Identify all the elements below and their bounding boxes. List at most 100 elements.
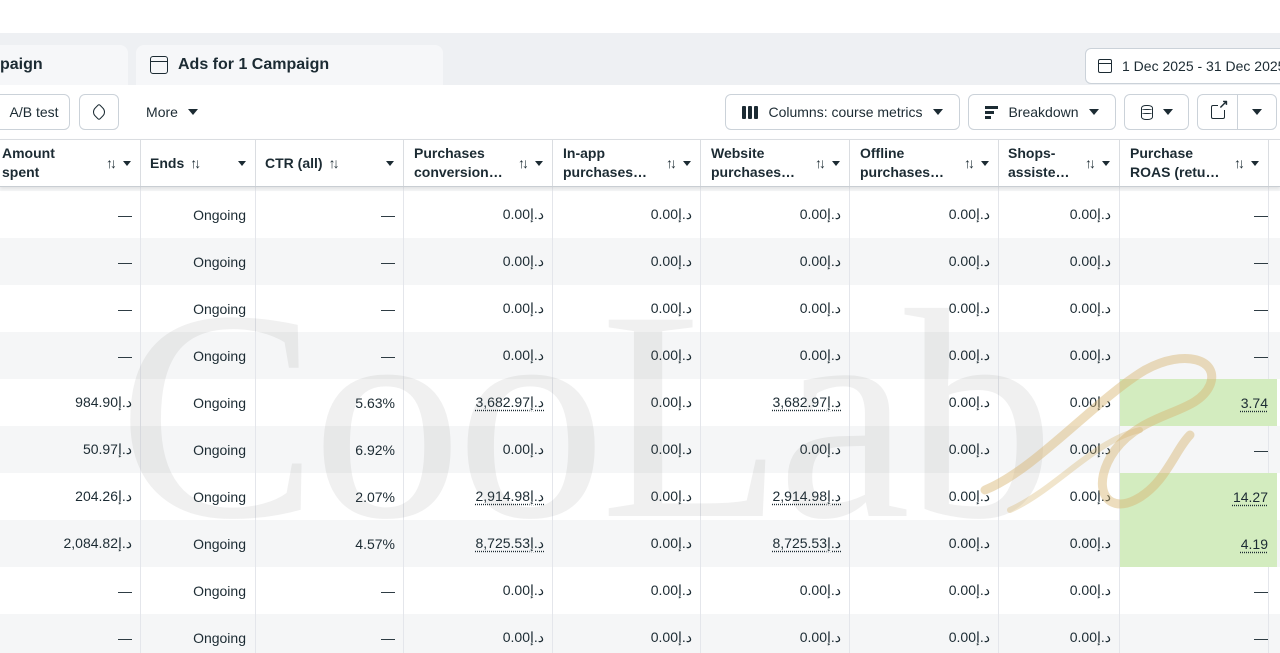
column-header-offline-purchases[interactable]: Offline purchases… ↑↓ [850,140,999,186]
chevron-down-icon [933,109,943,115]
columns-button[interactable]: Columns: course metrics [725,94,960,130]
column-header-shops-assisted[interactable]: Shops- assiste… ↑↓ [999,140,1120,186]
cell-value: 0.00د.إ [949,582,990,599]
cell-purchases-conversion[interactable]: 8,725.53د.إ [404,520,553,567]
sort-icon[interactable]: ↑↓ [1085,154,1093,173]
cell-value: — [1254,583,1268,599]
cell-value: — [1254,630,1268,646]
column-header-ends[interactable]: Ends ↑↓ [141,140,256,186]
cell-purchases-conversion: 0.00د.إ [404,332,553,379]
column-menu-icon[interactable] [386,161,394,166]
tag-button[interactable] [79,94,119,130]
cell-value: — [1254,348,1268,364]
sort-icon[interactable]: ↑↓ [815,154,823,173]
column-header-ctr[interactable]: CTR (all) ↑↓ [256,140,404,186]
cell-website-purchases[interactable]: 3,682.97د.إ [701,379,850,426]
cell-in-app-purchases: 0.00د.إ [553,285,701,332]
cell-purchase-roas[interactable]: 4.19 [1120,520,1277,567]
more-button[interactable]: More [130,94,214,130]
table-row[interactable]: — Ongoing — 0.00د.إ 0.00د.إ 0.00د.إ 0.00د.إ 0.0… [0,332,1280,379]
cell-value: 0.00د.إ [1070,347,1111,364]
cell-purchases-conversion[interactable]: 2,914.98د.إ [404,473,553,520]
cell-website-purchases[interactable]: 8,725.53د.إ [701,520,850,567]
cell-website-purchases: 0.00د.إ [701,238,850,285]
column-header-label: Purchase ROAS (retu… [1130,144,1219,182]
cell-value: 2,914.98د.إ [475,488,544,505]
table-row[interactable]: — Ongoing — 0.00د.إ 0.00د.إ 0.00د.إ 0.00د.إ 0.0… [0,285,1280,332]
cell-value: 0.00د.إ [503,253,544,270]
cell-value: 0.00د.إ [949,535,990,552]
sort-icon[interactable]: ↑↓ [964,154,972,173]
table-row[interactable]: — Ongoing — 0.00د.إ 0.00د.إ 0.00د.إ 0.00د.إ 0.0… [0,238,1280,285]
column-header-in-app-purchases[interactable]: In-app purchases… ↑↓ [553,140,701,186]
sort-icon[interactable]: ↑↓ [1234,154,1242,173]
cell-purchases-conversion: 0.00د.إ [404,285,553,332]
tag-icon [91,104,108,121]
reports-button[interactable] [1124,94,1189,130]
cell-value: 0.00د.إ [1070,206,1111,223]
cell-in-app-purchases: 0.00د.إ [553,238,701,285]
cell-value: 0.00د.إ [1070,253,1111,270]
tab-ads[interactable]: Ads for 1 Campaign [136,45,443,85]
table-row[interactable]: — Ongoing — 0.00د.إ 0.00د.إ 0.00د.إ 0.00د.إ 0.0… [0,567,1280,614]
table-row[interactable]: 2,084.82د.إ Ongoing 4.57% 8,725.53د.إ 0.00د.… [0,520,1280,567]
column-header-purchase-roas[interactable]: Purchase ROAS (retu… ↑↓ [1120,140,1269,186]
table-row[interactable]: 50.97د.إ Ongoing 6.92% 0.00د.إ 0.00د.إ 0.00د.… [0,426,1280,473]
column-header-purchases-conversion[interactable]: Purchases conversion… ↑↓ [404,140,553,186]
breakdown-button[interactable]: Breakdown [968,94,1116,130]
column-menu-icon[interactable] [1102,161,1110,166]
column-menu-icon[interactable] [123,161,131,166]
export-button[interactable] [1197,94,1238,130]
cell-purchases-conversion: 0.00د.إ [404,426,553,473]
tab-campaigns[interactable]: paign [0,45,128,85]
cell-value: 0.00د.إ [503,441,544,458]
column-header-next[interactable] [1269,140,1280,186]
cell-offline-purchases: 0.00د.إ [850,191,999,238]
toolbar: A/B test More Columns: course metrics Br… [0,85,1280,139]
cell-purchase-roas: — [1120,332,1277,379]
cell-offline-purchases: 0.00د.إ [850,567,999,614]
column-header-amount-spent[interactable]: Amount spent ↑↓ [0,140,141,186]
sort-icon[interactable]: ↑↓ [106,154,114,173]
table-row[interactable]: — Ongoing — 0.00د.إ 0.00د.إ 0.00د.إ 0.00د.إ 0.0… [0,191,1280,238]
column-header-website-purchases[interactable]: Website purchases… ↑↓ [701,140,850,186]
cell-offline-purchases: 0.00د.إ [850,332,999,379]
breakdown-icon [985,106,998,119]
column-menu-icon[interactable] [683,161,691,166]
cell-purchases-conversion[interactable]: 3,682.97د.إ [404,379,553,426]
table-row[interactable]: 984.90د.إ Ongoing 5.63% 3,682.97د.إ 0.00د.إ 3… [0,379,1280,426]
ab-test-button[interactable]: A/B test [0,94,70,130]
column-menu-icon[interactable] [1251,161,1259,166]
cell-offline-purchases: 0.00د.إ [850,473,999,520]
cell-value: 3.74 [1241,395,1268,411]
cell-amount-spent: — [0,614,141,653]
export-menu-button[interactable] [1237,94,1277,130]
cell-value: 8,725.53د.إ [475,535,544,552]
cell-purchase-roas[interactable]: 14.27 [1120,473,1277,520]
cell-website-purchases[interactable]: 2,914.98د.إ [701,473,850,520]
cell-ends: Ongoing [141,520,255,567]
column-menu-icon[interactable] [981,161,989,166]
cell-value: 4.57% [355,536,395,552]
column-menu-icon[interactable] [238,161,246,166]
cell-purchase-roas[interactable]: 3.74 [1120,379,1277,426]
sort-icon[interactable]: ↑↓ [666,154,674,173]
sort-icon[interactable]: ↑↓ [329,154,337,173]
column-menu-icon[interactable] [535,161,543,166]
date-range-button[interactable]: 1 Dec 2025 - 31 Dec 2025 [1085,48,1280,84]
cell-value: Ongoing [193,254,246,270]
sort-icon[interactable]: ↑↓ [518,154,526,173]
chevron-down-icon [1163,109,1173,115]
cell-value: 0.00د.إ [800,206,841,223]
cell-ctr: 2.07% [256,473,404,520]
sort-icon[interactable]: ↑↓ [190,154,198,173]
chevron-down-icon [1252,109,1262,115]
reports-icon [1141,105,1153,120]
cell-shops-assisted: 0.00د.إ [999,238,1120,285]
table-row[interactable]: — Ongoing — 0.00د.إ 0.00د.إ 0.00د.إ 0.00د.إ 0.0… [0,614,1280,653]
cell-value: 0.00د.إ [949,253,990,270]
column-menu-icon[interactable] [832,161,840,166]
cell-value: 0.00د.إ [651,488,692,505]
cell-ctr: — [256,285,404,332]
table-row[interactable]: 204.26د.إ Ongoing 2.07% 2,914.98د.إ 0.00د.إ 2… [0,473,1280,520]
